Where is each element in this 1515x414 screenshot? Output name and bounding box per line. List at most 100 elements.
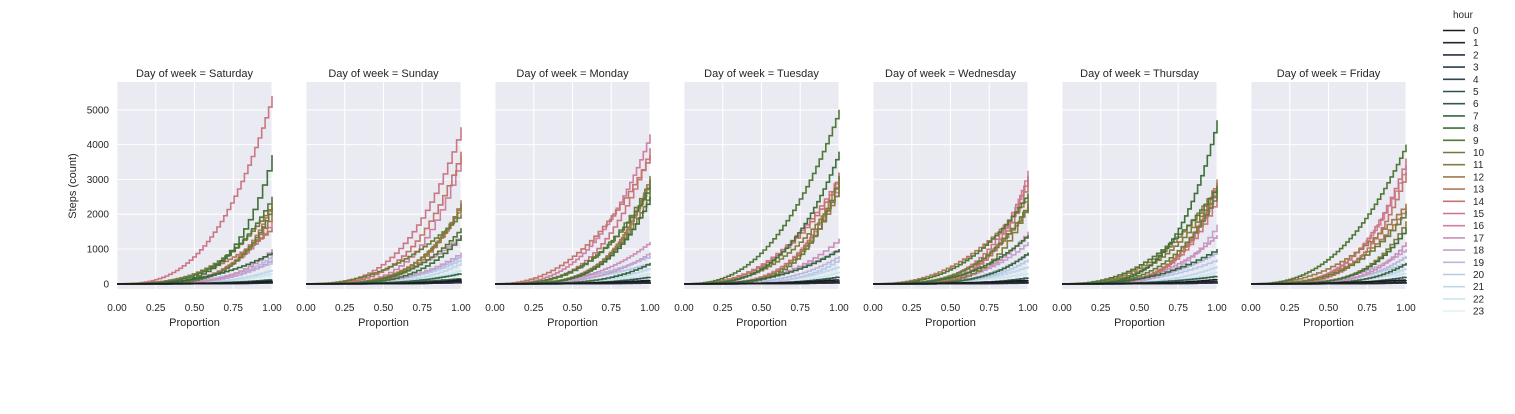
legend-label: 8 xyxy=(1473,124,1479,135)
x-tick-label: 0.25 xyxy=(524,303,544,314)
facet-title: Day of week = Monday xyxy=(516,68,629,80)
x-axis-label: Proportion xyxy=(169,317,220,329)
facet-title: Day of week = Sunday xyxy=(328,68,439,80)
series-line-hour-14 xyxy=(495,155,651,285)
legend-label: 9 xyxy=(1473,136,1479,147)
facet-panel-sunday: Day of week = Sunday 0.00 0.25 0.50 0.75 1.00… xyxy=(296,68,471,329)
y-tick-label: 1000 xyxy=(87,244,110,255)
legend-label: 7 xyxy=(1473,111,1479,122)
x-tick-label: 1.00 xyxy=(1207,303,1227,314)
x-tick-label: 0.25 xyxy=(902,303,922,314)
x-tick-label: 0.00 xyxy=(1241,303,1261,314)
legend-label: 4 xyxy=(1473,75,1479,86)
legend-label: 13 xyxy=(1473,185,1485,196)
x-tick-label: 0.75 xyxy=(413,303,433,314)
x-tick-label: 0.25 xyxy=(146,303,166,314)
x-tick-label: 1.00 xyxy=(829,303,849,314)
x-tick-label: 0.50 xyxy=(563,303,583,314)
facet-title: Day of week = Friday xyxy=(1277,68,1381,80)
facet-panel-thursday: Day of week = Thursday 0.00 0.25 0.50 0.75 1.… xyxy=(1052,68,1227,329)
facet-title: Day of week = Thursday xyxy=(1080,68,1199,80)
legend-label: 5 xyxy=(1473,87,1479,98)
x-tick-label: 0.00 xyxy=(107,303,127,314)
x-tick-label: 0.50 xyxy=(941,303,961,314)
facet-panel-monday: Day of week = Monday 0.00 0.25 0.50 0.75 1.00… xyxy=(485,68,660,329)
series-line-hour-0 xyxy=(1062,278,1218,285)
legend-label: 16 xyxy=(1473,221,1485,232)
x-tick-label: 0.00 xyxy=(296,303,316,314)
legend-label: 3 xyxy=(1473,63,1479,74)
y-tick-label: 4000 xyxy=(87,140,110,151)
series-line-hour-0 xyxy=(684,279,840,285)
x-tick-label: 1.00 xyxy=(640,303,660,314)
series-line-hour-0 xyxy=(117,280,273,285)
series-line-hour-9 xyxy=(684,109,840,285)
x-axis-label: Proportion xyxy=(736,317,787,329)
y-tick-label: 5000 xyxy=(87,105,110,116)
legend-label: 17 xyxy=(1473,233,1485,244)
y-tick-label: 2000 xyxy=(87,210,110,221)
x-tick-label: 0.50 xyxy=(1130,303,1150,314)
series-line-hour-15 xyxy=(117,95,273,285)
legend-label: 20 xyxy=(1473,270,1485,281)
x-tick-label: 0.25 xyxy=(713,303,733,314)
legend-label: 12 xyxy=(1473,172,1485,183)
series-line-hour-0 xyxy=(495,279,651,285)
legend: hour012345678910111213141516171819202122… xyxy=(1443,10,1485,318)
series-line-hour-0 xyxy=(306,279,462,285)
x-tick-label: 1.00 xyxy=(1396,303,1416,314)
legend-label: 14 xyxy=(1473,197,1485,208)
legend-title: hour xyxy=(1453,10,1474,21)
series-line-hour-0 xyxy=(1251,279,1407,285)
series-line-hour-0 xyxy=(873,279,1029,285)
series-line-hour-9 xyxy=(1062,186,1218,285)
legend-label: 18 xyxy=(1473,246,1485,257)
legend-label: 21 xyxy=(1473,282,1485,293)
y-tick-label: 0 xyxy=(103,279,109,290)
y-axis-label: Steps (count) xyxy=(67,153,79,218)
facet-title: Day of week = Tuesday xyxy=(704,68,819,80)
y-tick-label: 3000 xyxy=(87,175,110,186)
x-tick-label: 0.75 xyxy=(980,303,1000,314)
x-axis-label: Proportion xyxy=(1303,317,1354,329)
x-axis-label: Proportion xyxy=(925,317,976,329)
x-tick-label: 0.75 xyxy=(1169,303,1189,314)
x-tick-label: 0.50 xyxy=(374,303,394,314)
legend-label: 19 xyxy=(1473,258,1485,269)
legend-label: 1 xyxy=(1473,38,1479,49)
facet-title: Day of week = Wednesday xyxy=(885,68,1016,80)
legend-label: 11 xyxy=(1473,160,1484,171)
x-axis-label: Proportion xyxy=(358,317,409,329)
facet-title: Day of week = Saturday xyxy=(136,68,254,80)
legend-label: 2 xyxy=(1473,50,1479,61)
facet-panel-saturday: Day of week = Saturday 0.00 0.25 0.50 0.75 1.… xyxy=(87,68,282,329)
x-tick-label: 0.00 xyxy=(485,303,505,314)
x-tick-label: 0.75 xyxy=(224,303,244,314)
x-axis-label: Proportion xyxy=(1114,317,1165,329)
x-axis-label: Proportion xyxy=(547,317,598,329)
x-tick-label: 0.00 xyxy=(1052,303,1072,314)
x-tick-label: 0.50 xyxy=(752,303,772,314)
x-tick-label: 1.00 xyxy=(262,303,282,314)
x-tick-label: 1.00 xyxy=(1018,303,1038,314)
x-tick-label: 1.00 xyxy=(451,303,471,314)
facet-panel-wednesday: Day of week = Wednesday 0.00 0.25 0.50 0.75 1… xyxy=(863,68,1038,329)
legend-label: 15 xyxy=(1473,209,1485,220)
x-tick-label: 0.25 xyxy=(1280,303,1300,314)
series-line-hour-10 xyxy=(306,214,462,285)
series-line-hour-9 xyxy=(1251,144,1407,285)
legend-label: 10 xyxy=(1473,148,1485,159)
facet-panel-friday: Day of week = Friday 0.00 0.25 0.50 0.75 1.00… xyxy=(1241,68,1416,329)
legend-label: 23 xyxy=(1473,307,1485,318)
x-tick-label: 0.75 xyxy=(1358,303,1378,314)
legend-label: 22 xyxy=(1473,294,1485,305)
legend-label: 0 xyxy=(1473,26,1479,37)
legend-label: 6 xyxy=(1473,99,1479,110)
facet-panel-tuesday: Day of week = Tuesday 0.00 0.25 0.50 0.75 1.0… xyxy=(674,68,849,329)
x-tick-label: 0.50 xyxy=(1319,303,1339,314)
x-tick-label: 0.75 xyxy=(791,303,811,314)
x-tick-label: 0.50 xyxy=(185,303,205,314)
x-tick-label: 0.00 xyxy=(863,303,883,314)
